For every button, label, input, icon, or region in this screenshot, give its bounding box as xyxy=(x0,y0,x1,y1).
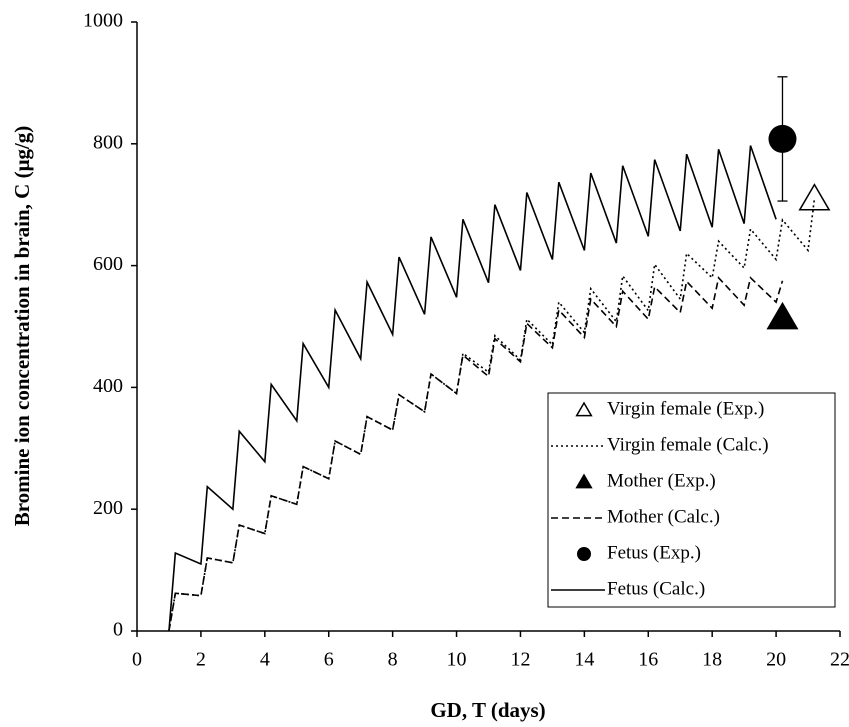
legend-label: Virgin female (Exp.) xyxy=(607,398,764,419)
legend-marker xyxy=(575,401,593,417)
legend-label: Virgin female (Calc.) xyxy=(607,434,769,455)
x-tick-label: 0 xyxy=(132,649,142,671)
marker xyxy=(766,301,799,330)
y-tick-label: 800 xyxy=(93,131,123,153)
legend-label: Mother (Exp.) xyxy=(607,470,716,491)
legend-marker xyxy=(577,547,591,561)
x-tick-label: 12 xyxy=(510,649,530,671)
y-tick-label: 400 xyxy=(93,375,123,397)
y-tick-label: 200 xyxy=(93,497,123,519)
x-tick-label: 10 xyxy=(447,649,467,671)
legend-label: Fetus (Exp.) xyxy=(607,542,701,563)
x-tick-label: 14 xyxy=(574,649,594,671)
y-axis-label: Bromine ion concentration in brain, C (μ… xyxy=(10,126,34,527)
x-tick-label: 4 xyxy=(260,649,270,671)
y-tick-label: 600 xyxy=(93,253,123,275)
data-line xyxy=(168,276,784,632)
legend-label: Fetus (Calc.) xyxy=(607,578,705,599)
x-tick-label: 2 xyxy=(196,649,206,671)
x-tick-label: 22 xyxy=(830,649,849,671)
y-tick-label: 0 xyxy=(113,619,123,641)
x-tick-label: 18 xyxy=(702,649,722,671)
marker xyxy=(798,183,831,211)
x-tick-label: 20 xyxy=(766,649,786,671)
legend-box xyxy=(547,392,836,608)
y-tick-label: 1000 xyxy=(83,10,123,32)
x-tick-label: 8 xyxy=(388,649,398,671)
data-line xyxy=(168,145,777,632)
x-tick-label: 6 xyxy=(324,649,334,671)
x-axis-label: GD, T (days) xyxy=(430,698,545,722)
marker xyxy=(768,124,797,153)
legend-label: Mother (Calc.) xyxy=(607,506,720,527)
x-tick-label: 16 xyxy=(638,649,658,671)
legend-marker xyxy=(575,473,593,489)
